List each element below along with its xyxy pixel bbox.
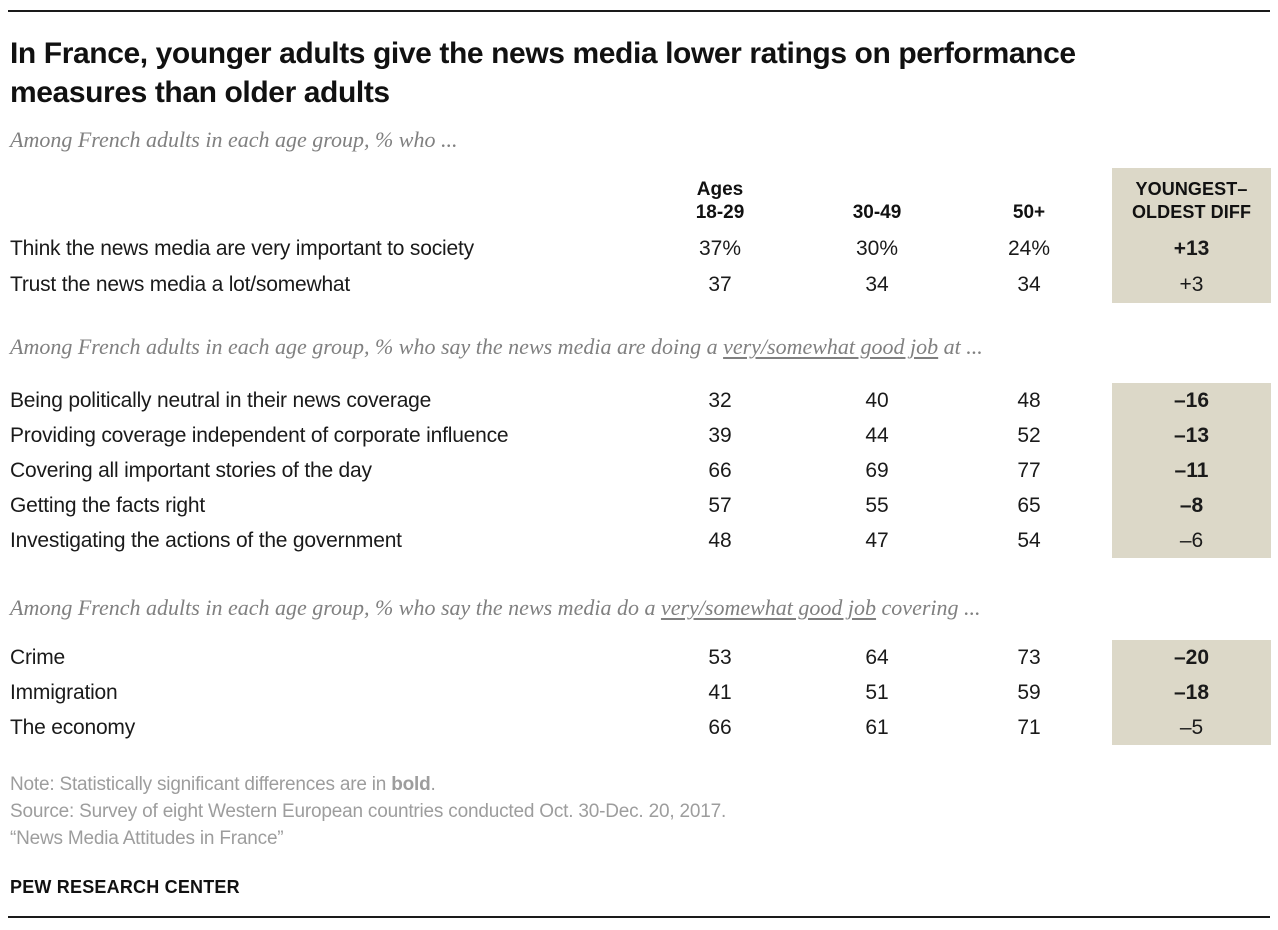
column-header-30-49: 30-49 xyxy=(852,202,902,223)
value-30-49: 34 xyxy=(865,273,889,296)
column-header-50-plus: 50+ xyxy=(1012,202,1046,223)
value-ages-18-29: 32 xyxy=(708,388,732,412)
row-label: Getting the facts right xyxy=(10,493,206,517)
value-ages-18-29: 57 xyxy=(708,493,732,517)
row-label: Covering all important stories of the da… xyxy=(10,458,372,482)
row-label: Crime xyxy=(10,645,65,669)
column-header-row: Ages 18-29 30-49 50+ YOUNGEST– OLDEST DIFF xyxy=(10,168,1271,231)
section3-intro-pre: Among French adults in each age group, %… xyxy=(10,595,661,620)
value-50-plus: 77 xyxy=(1017,458,1041,482)
value-50-plus: 48 xyxy=(1017,388,1041,412)
section2-table: Being politically neutral in their news … xyxy=(10,383,1271,558)
value-diff: +3 xyxy=(1112,267,1271,303)
row-label: Think the news media are very important … xyxy=(10,237,474,260)
table-row: Think the news media are very important … xyxy=(10,231,1271,267)
section2-intro-post: at ... xyxy=(938,334,983,359)
value-ages-18-29: 66 xyxy=(708,715,732,739)
value-30-49: 30% xyxy=(855,237,899,260)
page-title: In France, younger adults give the news … xyxy=(10,37,1076,109)
value-diff: –8 xyxy=(1112,488,1271,523)
row-label: Trust the news media a lot/somewhat xyxy=(10,273,351,296)
report-content: In France, younger adults give the news … xyxy=(10,37,1271,897)
table-row: Trust the news media a lot/somewhat 37 3… xyxy=(10,267,1271,303)
ages-label: Ages xyxy=(696,179,744,200)
value-ages-18-29: 37 xyxy=(708,273,732,296)
value-ages-18-29: 39 xyxy=(708,423,732,447)
table-row: Being politically neutral in their news … xyxy=(10,383,1271,418)
value-50-plus: 52 xyxy=(1017,423,1041,447)
note-text: Note: Statistically significant differen… xyxy=(10,771,1268,798)
column-header-empty xyxy=(10,168,632,231)
diff-header-line1: YOUNGEST– xyxy=(1135,179,1248,199)
note-bold-word: bold xyxy=(391,774,431,795)
note-pre: Note: Statistically significant differen… xyxy=(10,774,392,795)
section3-intro-underlined: very/somewhat good job xyxy=(660,595,877,620)
section2-intro-pre: Among French adults in each age group, %… xyxy=(10,334,724,359)
value-diff: –5 xyxy=(1112,710,1271,745)
value-ages-18-29: 66 xyxy=(708,458,732,482)
value-50-plus: 24% xyxy=(1007,237,1051,260)
ages-range-label: 18-29 xyxy=(695,202,745,223)
value-30-49: 40 xyxy=(865,388,889,412)
footnotes: Note: Statistically significant differen… xyxy=(10,771,1268,852)
report-title-text: “News Media Attitudes in France” xyxy=(10,828,284,849)
value-diff: –16 xyxy=(1112,383,1271,418)
section3-intro-post: covering ... xyxy=(876,595,981,620)
table-row: Covering all important stories of the da… xyxy=(10,453,1271,488)
value-30-49: 47 xyxy=(865,528,889,552)
value-diff: +13 xyxy=(1112,231,1271,267)
value-50-plus: 71 xyxy=(1017,715,1041,739)
bottom-rule xyxy=(8,916,1270,918)
row-label: Investigating the actions of the governm… xyxy=(10,528,402,552)
note-post: . xyxy=(430,774,436,795)
table-row: The economy 66 61 71 –5 xyxy=(10,710,1271,745)
value-diff: –20 xyxy=(1112,640,1271,675)
value-30-49: 64 xyxy=(865,645,889,669)
diff-header-line2: OLDEST DIFF xyxy=(1131,202,1252,222)
value-30-49: 51 xyxy=(865,680,889,704)
section3-intro: Among French adults in each age group, %… xyxy=(10,594,1268,622)
value-diff: –18 xyxy=(1112,675,1271,710)
value-50-plus: 73 xyxy=(1017,645,1041,669)
value-diff: –11 xyxy=(1112,453,1271,488)
section1-intro-text: Among French adults in each age group, %… xyxy=(10,127,458,152)
row-label: Immigration xyxy=(10,680,118,704)
value-ages-18-29: 37% xyxy=(698,237,742,260)
column-header-ages-18-29: Ages 18-29 xyxy=(632,168,808,231)
row-label: Providing coverage independent of corpor… xyxy=(10,423,509,447)
value-30-49: 44 xyxy=(865,423,889,447)
table-row: Crime 53 64 73 –20 xyxy=(10,640,1271,675)
pew-research-center-wordmark: PEW RESEARCH CENTER xyxy=(10,877,240,897)
value-30-49: 69 xyxy=(865,458,889,482)
value-diff: –6 xyxy=(1112,523,1271,558)
table-row: Immigration 41 51 59 –18 xyxy=(10,675,1271,710)
value-ages-18-29: 48 xyxy=(708,528,732,552)
top-rule xyxy=(8,10,1270,12)
section2-intro: Among French adults in each age group, %… xyxy=(10,333,1268,361)
table-row: Investigating the actions of the governm… xyxy=(10,523,1271,558)
value-ages-18-29: 41 xyxy=(708,680,732,704)
value-50-plus: 59 xyxy=(1017,680,1041,704)
section2-intro-underlined: very/somewhat good job xyxy=(723,334,939,359)
value-50-plus: 65 xyxy=(1017,493,1041,517)
section1-table: Ages 18-29 30-49 50+ YOUNGEST– OLDEST DIFF… xyxy=(10,168,1271,303)
value-diff: –13 xyxy=(1112,418,1271,453)
source-text: Source: Survey of eight Western European… xyxy=(10,801,727,822)
column-header-youngest-oldest-diff: YOUNGEST– OLDEST DIFF xyxy=(1112,168,1271,231)
value-30-49: 61 xyxy=(865,715,889,739)
value-30-49: 55 xyxy=(865,493,889,517)
table-row: Getting the facts right 57 55 65 –8 xyxy=(10,488,1271,523)
value-50-plus: 54 xyxy=(1017,528,1041,552)
value-ages-18-29: 53 xyxy=(708,645,732,669)
section1-intro: Among French adults in each age group, %… xyxy=(10,126,1268,154)
table-row: Providing coverage independent of corpor… xyxy=(10,418,1271,453)
value-50-plus: 34 xyxy=(1017,273,1041,296)
row-label: The economy xyxy=(10,715,136,739)
section3-table: Crime 53 64 73 –20 Immigration 41 51 59 … xyxy=(10,640,1271,745)
row-label: Being politically neutral in their news … xyxy=(10,388,432,412)
